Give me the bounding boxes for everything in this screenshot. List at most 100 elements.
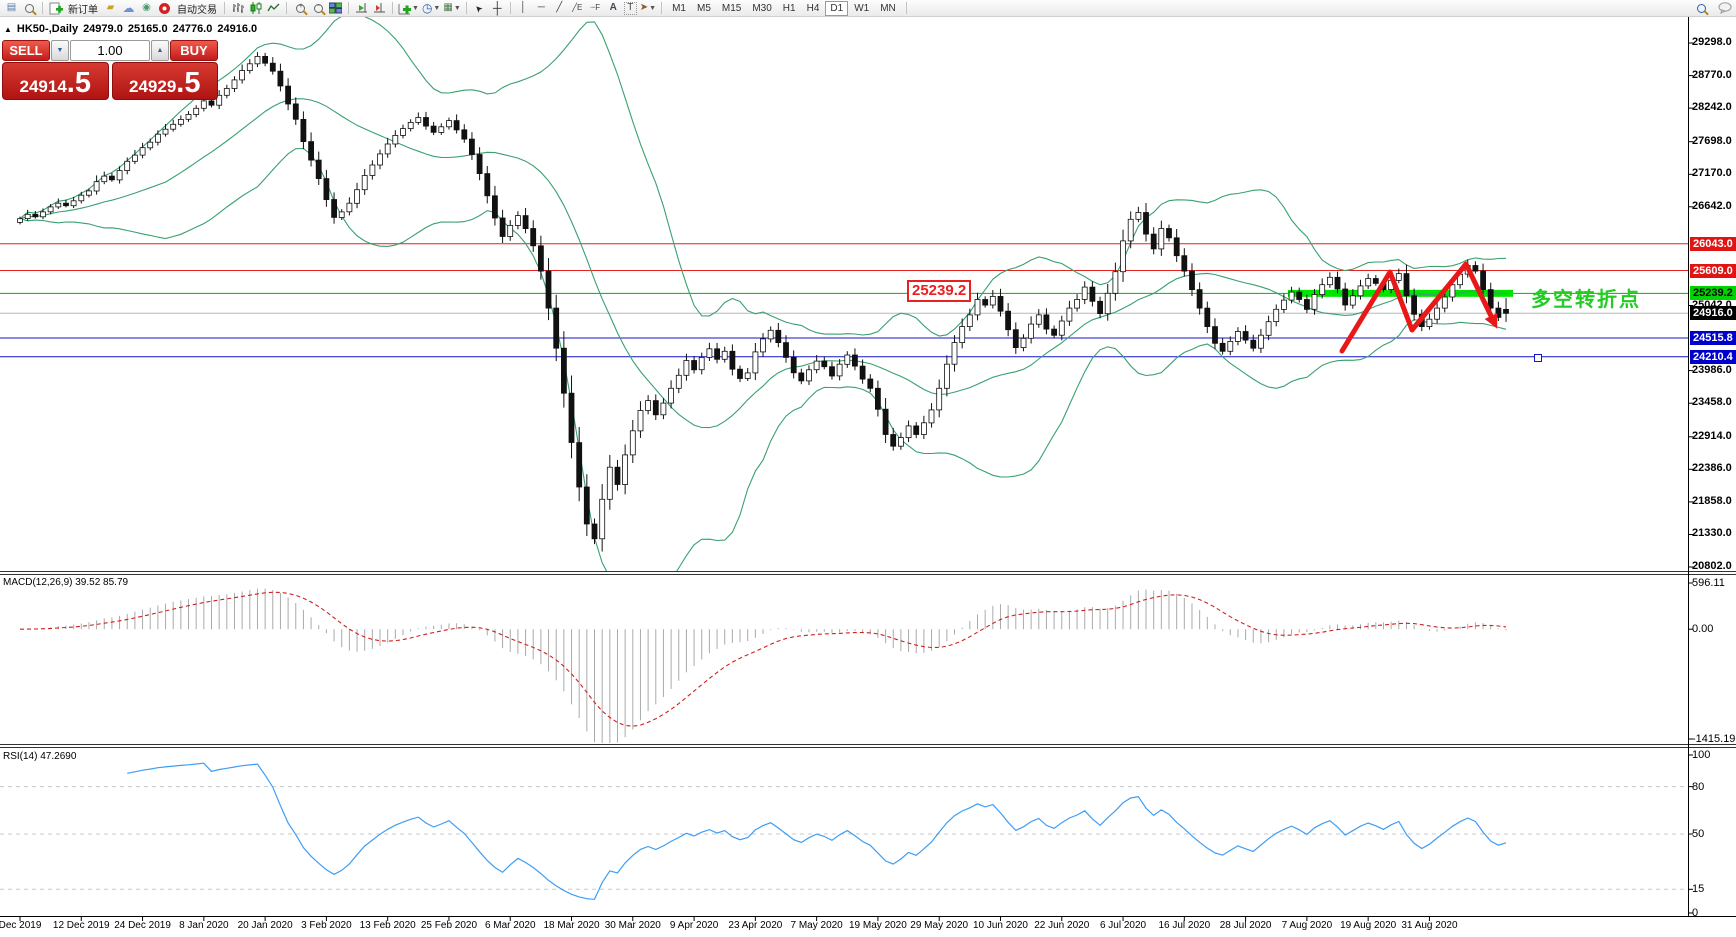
tf-button-M15[interactable]: M15 <box>721 2 742 14</box>
vertical-line-icon[interactable]: │ <box>520 2 527 13</box>
equidistant-channel-icon[interactable]: ╱E <box>572 3 583 12</box>
rsi-tick-label: 100 <box>1692 749 1711 761</box>
pivot-level-label[interactable]: 25239.2 <box>907 280 972 302</box>
sell-price-pips: .5 <box>66 67 91 99</box>
price-tick-label: 20802.0 <box>1692 560 1732 572</box>
chart-marker-icon: ▲ <box>4 24 12 34</box>
date-label: 31 Aug 2020 <box>1401 920 1458 931</box>
fibonacci-icon[interactable]: ┈F <box>590 3 601 12</box>
arrows-icon[interactable]: ➤ ▼ <box>639 2 657 13</box>
buy-button[interactable]: BUY <box>170 40 218 61</box>
trendline-icon[interactable]: ╱ <box>556 2 563 13</box>
rsi-line <box>127 762 1507 900</box>
buy-price-pips: .5 <box>176 67 201 99</box>
rsi-tick-label: 80 <box>1692 781 1705 793</box>
tf-button-H1[interactable]: H1 <box>782 2 796 14</box>
macd-label: MACD(12,26,9) 39.52 85.79 <box>3 577 129 588</box>
tf-button-M5[interactable]: M5 <box>696 2 711 14</box>
volume-decrease-button[interactable]: ▼ <box>51 40 69 61</box>
date-label: 25 Feb 2020 <box>420 920 478 931</box>
tile-windows-icon[interactable] <box>328 1 343 15</box>
templates-icon[interactable]: ▦ ▼ <box>443 2 461 13</box>
text-label-icon[interactable]: T <box>623 1 637 15</box>
tf-button-M30[interactable]: M30 <box>752 2 772 14</box>
toolbar-separator <box>224 2 225 14</box>
price-tick-label: 23458.0 <box>1692 396 1732 408</box>
toolbar-separator <box>286 2 287 14</box>
tf-button-H4[interactable]: H4 <box>806 2 820 14</box>
date-label: 20 Jan 2020 <box>237 920 293 931</box>
gold-icon[interactable]: ▰ <box>106 2 115 13</box>
buy-price: 24929 <box>129 77 177 96</box>
tf-button-D1[interactable]: D1 <box>825 0 849 16</box>
toolbar-separator <box>905 2 907 14</box>
date-label: 19 Aug 2020 <box>1340 920 1397 931</box>
date-label: 24 Dec 2019 <box>114 920 171 931</box>
volume-increase-button[interactable]: ▲ <box>151 40 169 61</box>
tf-button-M1[interactable]: M1 <box>672 2 686 14</box>
date-label: 10 Jun 2020 <box>972 920 1028 931</box>
price-badge-pivot: 25239.2 <box>1690 286 1736 300</box>
main-toolbar: ▤ 新订单 ▰ ☁ ◉ 自动交易 + − ▼ ◷ ▼ ▦ ▼ ➤ ┼ │ ─ ╱ ╱… <box>0 0 1736 17</box>
buy-price-box[interactable]: 24929 .5 <box>111 62 218 100</box>
quote-open: 24979.0 <box>83 23 123 35</box>
rsi-label: RSI(14) 47.2690 <box>3 751 77 762</box>
date-label: Dec 2019 <box>0 920 42 931</box>
macd-histogram <box>27 588 1507 743</box>
price-axis: 29298.0 28770.0 28242.0 27698.0 27170.0 26642… <box>1690 0 1736 937</box>
candlestick-icon[interactable] <box>248 1 263 15</box>
toolbar-separator <box>661 2 663 14</box>
price-badge-resistance: 25609.0 <box>1690 264 1736 278</box>
periods-icon[interactable]: ◷ ▼ <box>421 1 441 15</box>
new-order-button[interactable] <box>48 1 63 15</box>
chat-icon[interactable] <box>1717 1 1732 15</box>
quote-low: 24776.0 <box>172 23 213 35</box>
price-badge-support: 24515.8 <box>1690 331 1736 345</box>
autotrading-label[interactable]: 自动交易 <box>177 4 217 16</box>
toolbar-separator <box>42 2 43 14</box>
cloud-icon[interactable]: ☁ <box>122 1 135 15</box>
turning-point-note[interactable]: 多空转折点 <box>1531 289 1641 311</box>
text-icon[interactable]: A <box>609 2 617 13</box>
sell-price: 24914 <box>19 77 67 96</box>
new-order-icon <box>49 2 63 14</box>
price-tick-label: 27170.0 <box>1692 167 1732 179</box>
sell-button[interactable]: SELL <box>2 40 50 61</box>
toolbar-separator <box>392 2 393 14</box>
bar-chart-icon[interactable] <box>230 1 245 15</box>
cursor-icon[interactable]: ➤ <box>472 2 486 15</box>
tf-button-W1[interactable]: W1 <box>854 2 870 14</box>
search-icon[interactable] <box>1694 1 1709 15</box>
date-label: 12 Dec 2019 <box>52 920 110 931</box>
autotrading-icon[interactable] <box>157 1 172 15</box>
price-tick-label: 22386.0 <box>1692 462 1732 474</box>
horizontal-line-icon[interactable]: ─ <box>537 2 545 13</box>
zoom-in-icon[interactable]: + <box>292 1 307 15</box>
signal-icon[interactable]: ◉ <box>142 2 151 13</box>
tf-button-MN[interactable]: MN <box>880 2 896 14</box>
date-label: 30 Mar 2020 <box>604 920 661 931</box>
volume-input[interactable] <box>70 40 150 61</box>
charts-list-icon[interactable]: ▤ <box>6 2 17 13</box>
crosshair-icon[interactable]: ┼ <box>492 1 502 15</box>
rsi-tick-label: 15 <box>1692 883 1705 895</box>
data-window-icon[interactable] <box>22 1 37 15</box>
zoom-out-icon[interactable]: − <box>310 1 325 15</box>
indicators-icon[interactable]: ▼ <box>398 1 419 15</box>
timeframe-group: M1 M5 M15 M30 H1 H4 D1 W1 MN <box>667 0 901 16</box>
price-tick-label: 26642.0 <box>1692 200 1732 212</box>
bollinger-bands <box>19 17 1507 571</box>
auto-scroll-icon[interactable] <box>354 1 369 15</box>
macd-tick-label: -1415.19 <box>1692 733 1736 745</box>
sell-price-box[interactable]: 24914 .5 <box>2 62 109 100</box>
chart-shift-icon[interactable] <box>372 1 387 15</box>
date-label: 29 May 2020 <box>910 920 969 931</box>
price-badge-support: 24210.4 <box>1690 350 1736 364</box>
line-chart-icon[interactable] <box>266 1 281 15</box>
line-selection-handle[interactable] <box>1534 354 1542 362</box>
date-label: 18 Mar 2020 <box>543 920 600 931</box>
zigzag-arrow[interactable] <box>1339 261 1498 354</box>
new-order-label[interactable]: 新订单 <box>68 4 98 16</box>
